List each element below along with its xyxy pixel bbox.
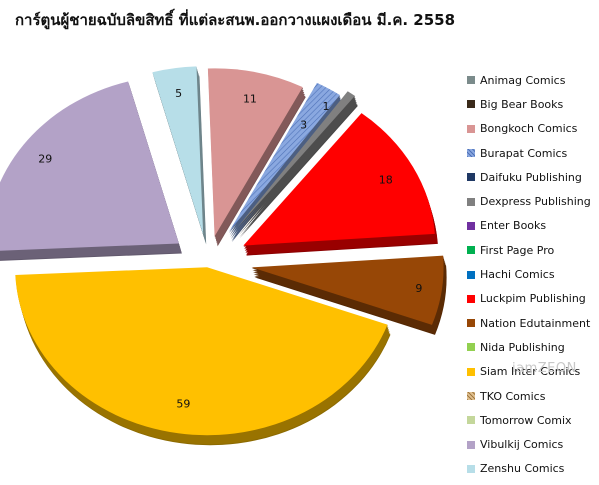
legend-label: TKO Comics	[480, 389, 546, 403]
legend-item: Dexpress Publishing	[467, 189, 591, 213]
legend-item: Tomorrow Comix	[467, 408, 591, 432]
legend-item: Vibulkij Comics	[467, 432, 591, 456]
legend-label: Animag Comics	[480, 73, 566, 87]
legend: Animag Comics Big Bear Books Bongkoch Comi…	[467, 68, 591, 481]
legend-item: Enter Books	[467, 214, 591, 238]
pie-slice	[251, 255, 444, 325]
legend-swatch	[467, 270, 475, 279]
pie-slice	[15, 267, 388, 436]
data-label: 59	[176, 397, 190, 410]
data-label: 9	[415, 282, 422, 295]
pie-slice	[152, 66, 204, 235]
legend-swatch	[467, 464, 475, 473]
legend-item: Hachi Comics	[467, 262, 591, 286]
legend-label: Dexpress Publishing	[480, 195, 591, 209]
legend-swatch	[467, 343, 475, 352]
legend-label: Hachi Comics	[480, 268, 555, 282]
legend-swatch	[467, 173, 475, 182]
legend-swatch	[467, 197, 475, 206]
data-label: 18	[379, 173, 393, 186]
legend-item: Burapat Comics	[467, 141, 591, 165]
pie-slice	[243, 113, 435, 246]
pie-slice	[0, 81, 179, 251]
legend-label: Tomorrow Comix	[480, 413, 572, 427]
legend-label: Daifuku Publishing	[480, 170, 582, 184]
legend-item: First Page Pro	[467, 238, 591, 262]
pie-chart: 11 3 1 18 9 59 29 5	[0, 66, 447, 446]
pie-slice	[228, 82, 340, 233]
legend-label: Nation Edutainment	[480, 316, 591, 330]
data-label: 11	[243, 93, 257, 106]
pie-slice	[236, 91, 355, 229]
legend-swatch	[467, 440, 475, 449]
legend-swatch	[467, 100, 475, 109]
legend-label: Luckpim Publishing	[480, 292, 586, 306]
legend-swatch	[467, 416, 475, 425]
legend-item: TKO Comics	[467, 384, 591, 408]
legend-label: Enter Books	[480, 219, 547, 233]
legend-item: Siam Inter Comics	[467, 360, 591, 384]
legend-label: Big Bear Books	[480, 97, 564, 111]
legend-label: Burapat Comics	[480, 146, 568, 160]
legend-label: Bongkoch Comics	[480, 122, 578, 136]
legend-swatch	[467, 294, 475, 303]
legend-swatch	[467, 221, 475, 230]
legend-swatch	[467, 319, 475, 328]
legend-swatch	[467, 76, 475, 85]
legend-label: Vibulkij Comics	[480, 438, 564, 452]
legend-label: Siam Inter Comics	[480, 365, 581, 379]
legend-label: Zenshu Comics	[480, 462, 565, 476]
legend-swatch	[467, 149, 475, 158]
legend-item: Animag Comics	[467, 68, 591, 92]
legend-swatch	[467, 246, 475, 255]
legend-label: First Page Pro	[480, 243, 555, 257]
data-label: 29	[38, 153, 52, 166]
pie-slice-side	[239, 100, 358, 238]
chart-title: การ์ตูนผู้ชายฉบับลิขสิทธิ์ ที่แต่ละสนพ.อ…	[14, 11, 456, 29]
legend-item: Bongkoch Comics	[467, 117, 591, 141]
data-label: 3	[300, 118, 307, 131]
legend-swatch	[467, 367, 475, 376]
legend-item: Luckpim Publishing	[467, 287, 591, 311]
legend-item: Zenshu Comics	[467, 457, 591, 481]
watermark-text: iamZEON	[512, 361, 577, 376]
legend-item: Nida Publishing	[467, 335, 591, 359]
legend-item: Nation Edutainment	[467, 311, 591, 335]
legend-swatch	[467, 392, 475, 400]
data-label: 5	[175, 87, 182, 100]
legend-item: Big Bear Books	[467, 92, 591, 116]
legend-item: Daifuku Publishing	[467, 165, 591, 189]
pie-slice	[207, 68, 303, 237]
legend-swatch	[467, 124, 475, 133]
legend-label: Nida Publishing	[480, 340, 565, 354]
data-label: 1	[323, 100, 330, 113]
